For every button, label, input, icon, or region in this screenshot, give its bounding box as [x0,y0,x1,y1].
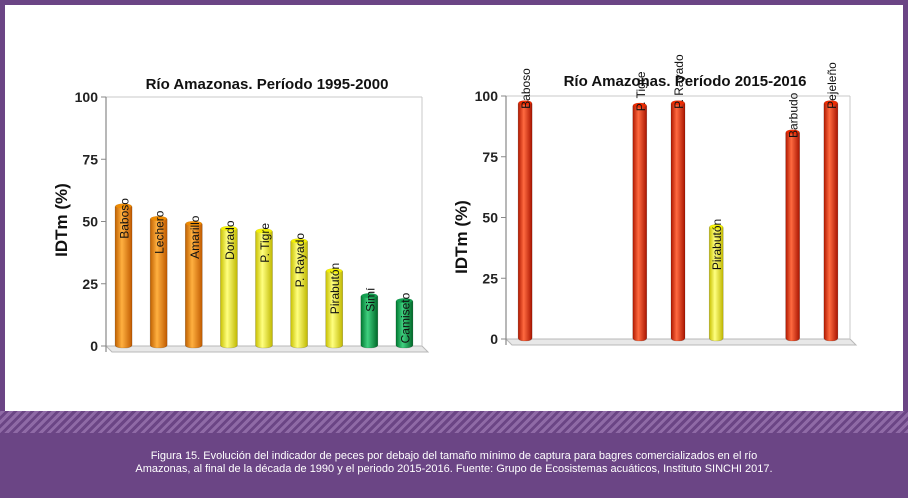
caption-line-2: Amazonas, al final de la década de 1990 … [135,463,773,475]
bar-cap [633,102,647,108]
chart-title: Río Amazonas. Período 1995-2000 [146,76,389,93]
bar-label: P. Tigre [258,223,272,263]
bar-label: Baboso [118,198,132,239]
bar-cap [256,228,272,234]
y-axis-label: IDTm (%) [452,200,471,274]
bar-label: Pejeleño [825,62,839,109]
bar-cap [291,238,308,244]
y-tick-label: 50 [82,214,98,230]
y-tick-label: 25 [482,270,498,286]
chart-floor [504,338,858,346]
bar-cap [220,226,237,231]
bar-label: Dorado [223,220,237,260]
decorative-hatch-band [0,411,908,433]
bar-cap [361,293,378,299]
bar-cap [326,268,343,274]
bar-label: Barbudo [787,92,801,138]
bar-label: P. Rayado [672,54,686,109]
bar-label: P. Tigre [634,71,648,111]
y-tick-label: 50 [482,210,498,226]
bar-label: Camiseto [398,292,412,343]
bar-pejele-o [823,100,839,342]
bar-cap [709,224,723,230]
bar-cap [824,100,838,106]
bar-cap [115,203,132,209]
bar-cap [671,100,685,106]
bar-cap [150,216,167,221]
y-tick-label: 0 [490,331,498,347]
bar-cap [518,100,532,106]
chart-title: Río Amazonas. Período 2015-2016 [564,73,807,90]
bar-label: Simí [363,287,377,312]
bar-label: Baboso [519,68,533,109]
chart-floor [104,345,430,353]
y-tick-label: 25 [82,276,98,292]
figure-caption: Figura 15. Evolución del indicador de pe… [60,450,848,476]
bar-cap [786,129,800,135]
bar-label: Lechero [153,210,167,254]
bar-p-tigre [632,102,648,342]
chart-frame: 0 25 50 75 100 Río Amazonas. Período 1995-200… [5,5,903,411]
caption-line-1: Figura 15. Evolución del indicador de pe… [150,450,758,462]
bar-baboso [517,100,533,342]
y-axis-label: IDTm (%) [52,183,71,257]
bar-p-rayado [670,100,686,342]
bar-label: P. Rayado [293,233,307,288]
chart-2: 0 25 50 75 100 Río Amazonas. Período 2015-201… [452,54,858,347]
y-tick-label: 100 [475,88,499,104]
y-tick-label: 75 [482,149,498,165]
y-tick-label: 0 [90,338,98,354]
chart-1: 0 25 50 75 100 Río Amazonas. Período 1995-200… [52,76,430,354]
bar-cap [185,221,202,226]
bar-label: Pirabutón [328,263,342,314]
chart-canvas: 0 25 50 75 100 Río Amazonas. Período 1995-200… [52,54,858,354]
y-tick-label: 75 [82,151,98,167]
y-tick-label: 100 [75,89,99,105]
bar-label: Pirabutón [710,219,724,270]
bar-cap [396,298,413,304]
bar-label: Amarillo [188,215,202,259]
bar-barbudo [785,129,800,342]
